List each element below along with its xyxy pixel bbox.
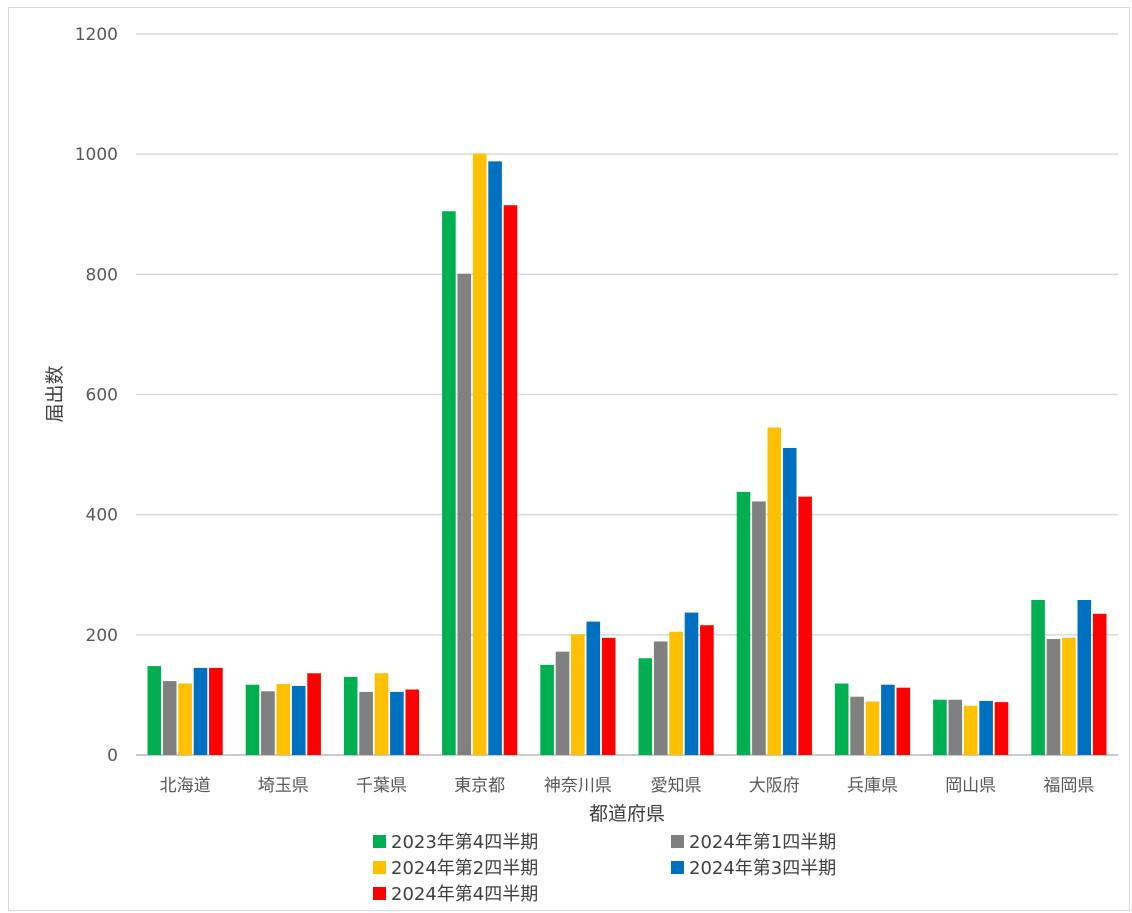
y-tick-label: 1200 xyxy=(75,25,118,45)
y-tick-label: 400 xyxy=(86,506,118,526)
legend-swatch xyxy=(671,861,684,874)
bar xyxy=(359,691,373,755)
bar xyxy=(245,684,260,755)
bar xyxy=(503,205,518,756)
bar xyxy=(782,447,797,755)
y-axis-ticks: 0 200 400 600 800 1000 1200 xyxy=(75,25,118,766)
y-tick-label: 200 xyxy=(86,626,118,646)
bar xyxy=(948,699,963,755)
bar xyxy=(540,664,554,755)
legend-swatch xyxy=(671,835,684,848)
legend-item: 2024年第3四半期 xyxy=(671,858,836,879)
bar xyxy=(488,161,502,756)
legend-swatch xyxy=(373,887,386,900)
bar xyxy=(653,641,668,755)
legend-label: 2024年第1四半期 xyxy=(689,832,836,853)
bar xyxy=(865,701,880,755)
legend-label: 2024年第4四半期 xyxy=(391,884,538,905)
bar xyxy=(601,637,616,755)
bar xyxy=(1031,599,1045,755)
bars xyxy=(147,153,1107,756)
bar xyxy=(291,685,306,755)
bar xyxy=(261,691,275,755)
bar xyxy=(933,699,947,755)
bar xyxy=(162,681,177,755)
bar xyxy=(586,621,601,755)
legend-item: 2024年第1四半期 xyxy=(671,832,836,853)
bar xyxy=(700,625,714,755)
x-axis-title: 都道府県 xyxy=(589,803,665,825)
legend-label: 2024年第2四半期 xyxy=(391,858,538,879)
bar xyxy=(979,700,993,755)
y-tick-label: 0 xyxy=(107,746,118,766)
bar xyxy=(638,658,653,755)
x-tick-label: 兵庫県 xyxy=(847,776,898,796)
bar xyxy=(1046,639,1061,755)
legend-item: 2023年第4四半期 xyxy=(373,832,538,853)
y-tick-label: 800 xyxy=(86,265,118,285)
x-tick-label: 福岡県 xyxy=(1043,776,1094,796)
chart-frame xyxy=(8,7,1130,911)
bar xyxy=(571,634,585,755)
bar xyxy=(193,667,208,755)
bar xyxy=(374,673,389,755)
bar xyxy=(736,491,751,755)
legend-item: 2024年第2四半期 xyxy=(373,858,538,879)
x-axis-ticks: 北海道 埼玉県 千葉県 東京都 神奈川県 愛知県 大阪府 兵庫県 岡山県 福岡県 xyxy=(160,776,1095,796)
gridlines xyxy=(136,33,1118,756)
x-tick-label: 大阪府 xyxy=(749,776,800,796)
bar xyxy=(442,211,456,755)
bar xyxy=(405,689,420,755)
x-tick-label: 岡山県 xyxy=(945,776,996,796)
bar xyxy=(963,705,978,755)
bar xyxy=(307,673,321,755)
bar xyxy=(767,427,782,755)
bar xyxy=(1062,637,1076,755)
legend-swatch xyxy=(373,861,386,874)
legend-swatch xyxy=(373,835,386,848)
bar xyxy=(209,667,223,755)
bar xyxy=(850,696,864,755)
x-tick-label: 愛知県 xyxy=(651,776,702,796)
x-tick-label: 神奈川県 xyxy=(544,776,612,796)
y-axis-title: 届出数 xyxy=(44,365,66,422)
bar xyxy=(147,666,162,755)
x-tick-label: 北海道 xyxy=(160,776,211,796)
bar xyxy=(472,153,487,756)
bar xyxy=(343,676,358,755)
y-tick-label: 600 xyxy=(86,386,118,406)
bar xyxy=(1077,599,1092,755)
bar xyxy=(752,501,766,755)
bar xyxy=(684,612,699,755)
bar xyxy=(881,684,895,755)
legend: 2023年第4四半期 2024年第1四半期 2024年第2四半期 2024年第3四半期… xyxy=(373,832,836,905)
bar xyxy=(669,631,683,755)
legend-item: 2024年第4四半期 xyxy=(373,884,538,905)
x-tick-label: 東京都 xyxy=(454,776,505,796)
bar xyxy=(834,683,849,755)
x-tick-label: 埼玉県 xyxy=(258,776,309,796)
bar xyxy=(178,683,192,755)
bar xyxy=(555,651,570,755)
bar xyxy=(798,496,812,755)
legend-label: 2024年第3四半期 xyxy=(689,858,836,879)
bar xyxy=(1092,613,1107,755)
bar xyxy=(457,273,472,755)
bar xyxy=(994,702,1009,755)
bar xyxy=(896,687,911,755)
bar xyxy=(390,691,404,755)
y-tick-label: 1000 xyxy=(75,145,118,165)
x-tick-label: 千葉県 xyxy=(356,776,407,796)
legend-label: 2023年第4四半期 xyxy=(391,832,538,853)
bar xyxy=(276,684,291,755)
